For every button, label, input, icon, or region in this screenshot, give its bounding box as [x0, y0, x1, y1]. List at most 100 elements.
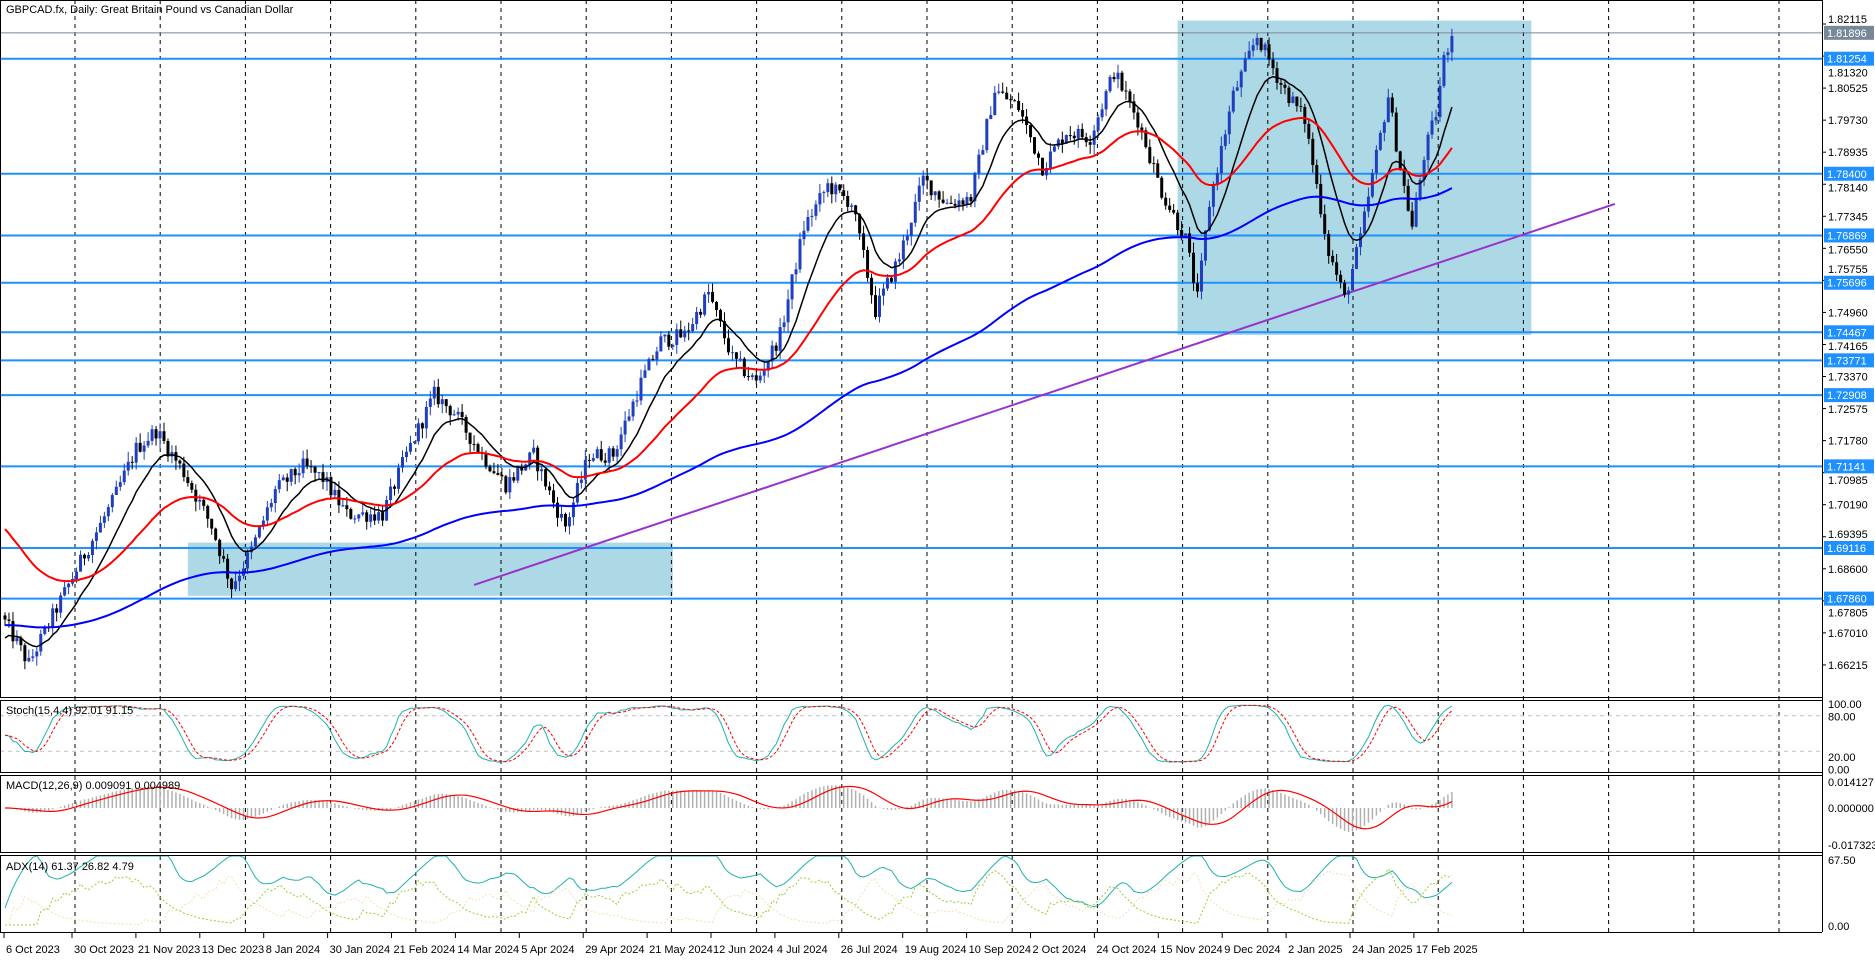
- bull-candle: [782, 322, 786, 328]
- bear-candle: [305, 458, 309, 467]
- bear-candle: [460, 411, 464, 418]
- bull-candle: [973, 173, 977, 202]
- bull-candle: [1100, 109, 1104, 118]
- bull-candle: [146, 440, 150, 446]
- price-tick-label: 1.81320: [1828, 68, 1868, 80]
- panel-border: [0, 775, 1823, 853]
- bear-candle: [492, 471, 496, 474]
- price-tick-label: 1.71780: [1828, 436, 1868, 448]
- bear-candle: [830, 183, 834, 195]
- bull-candle: [432, 386, 436, 399]
- bear-candle: [436, 386, 440, 405]
- bull-candle: [281, 477, 285, 481]
- bull-candle: [528, 452, 532, 465]
- bear-candle: [1172, 209, 1176, 213]
- bull-candle: [1076, 128, 1080, 139]
- adx-label: ADX(14) 61.37 26.82 4.79: [6, 861, 134, 873]
- bull-candle: [997, 91, 1001, 93]
- bear-candle: [130, 461, 134, 463]
- price-tick-label: 1.78140: [1828, 183, 1868, 195]
- trendline[interactable]: [473, 203, 1616, 586]
- bull-candle: [850, 205, 854, 207]
- bear-candle: [345, 505, 349, 510]
- bull-candle: [583, 459, 587, 480]
- bull-candle: [114, 486, 118, 495]
- bear-candle: [679, 329, 683, 338]
- bull-candle: [1370, 173, 1374, 197]
- bull-candle: [122, 470, 126, 483]
- bear-candle: [846, 195, 850, 207]
- bull-candle: [15, 637, 19, 642]
- bear-candle: [1009, 99, 1013, 101]
- bear-candle: [961, 200, 965, 205]
- horizontal-levels[interactable]: [0, 32, 1822, 600]
- date-label: 14 Mar 2024: [457, 944, 519, 956]
- date-axis[interactable]: 6 Oct 2023 30 Oct 2023 21 Nov 2023 13 Dec 2…: [3, 932, 1478, 956]
- bull-candle: [98, 522, 102, 533]
- bull-candle: [142, 445, 146, 452]
- bear-candle: [774, 345, 778, 351]
- bear-candle: [1005, 92, 1009, 100]
- price-tick-label: 1.82115: [1828, 14, 1867, 26]
- bull-candle: [798, 239, 802, 270]
- bull-candle: [607, 448, 611, 463]
- bear-candle: [444, 399, 448, 407]
- price-axis[interactable]: 1.82115 1.81320 1.80525 1.79730 1.78935 1.781…: [1822, 14, 1875, 933]
- bull-candle: [1426, 134, 1430, 161]
- level-price-label: 1.67860: [1827, 594, 1867, 606]
- bull-candle: [977, 154, 981, 174]
- bear-candle: [1267, 44, 1271, 60]
- bull-candle: [297, 473, 301, 476]
- bear-candle: [190, 482, 194, 490]
- bull-candle: [1203, 230, 1207, 261]
- bull-candle: [110, 494, 114, 508]
- bull-candle: [1215, 173, 1219, 185]
- date-label: 30 Oct 2023: [74, 944, 134, 956]
- bear-candle: [1120, 72, 1124, 91]
- bear-candle: [734, 352, 738, 359]
- bear-candle: [1040, 157, 1044, 176]
- bear-candle: [889, 277, 893, 282]
- bull-candle: [1219, 145, 1223, 174]
- bear-candle: [194, 489, 198, 502]
- bull-candle: [452, 414, 456, 416]
- bull-candle: [1044, 168, 1048, 176]
- bull-candle: [90, 540, 94, 555]
- bear-candle: [1060, 139, 1064, 144]
- bear-candle: [1259, 37, 1263, 51]
- bull-candle: [814, 204, 818, 216]
- bull-candle: [1104, 91, 1108, 110]
- bear-candle: [55, 608, 59, 613]
- bull-candle: [94, 532, 98, 541]
- bull-candle: [265, 507, 269, 521]
- bull-candle: [647, 358, 651, 371]
- bear-candle: [719, 309, 722, 322]
- bull-candle: [1092, 130, 1096, 145]
- bear-candle: [1279, 82, 1283, 85]
- bear-candle: [1287, 87, 1291, 104]
- bear-candle: [162, 431, 166, 442]
- bear-candle: [1319, 183, 1323, 215]
- bull-candle: [575, 482, 579, 503]
- macd-axis-label: 0.014127: [1828, 777, 1874, 789]
- bear-candle: [1188, 233, 1192, 253]
- bear-candle: [1394, 112, 1398, 152]
- date-label: 10 Sep 2024: [969, 944, 1031, 956]
- bull-candle: [1247, 50, 1251, 59]
- bull-candle: [885, 277, 889, 289]
- bear-candle: [587, 459, 591, 461]
- bear-candle: [1037, 153, 1040, 158]
- bull-candle: [79, 554, 83, 572]
- bear-candle: [1136, 112, 1140, 128]
- bull-candle: [750, 375, 754, 378]
- bear-candle: [472, 443, 476, 445]
- date-label: 21 Feb 2024: [394, 944, 456, 956]
- bull-candle: [35, 651, 39, 657]
- bear-candle: [1335, 262, 1339, 275]
- minus-di-line: [4, 870, 1453, 926]
- bull-candle: [516, 467, 520, 481]
- bear-candle: [1315, 165, 1319, 184]
- bear-candle: [722, 321, 726, 339]
- bull-candle: [134, 442, 138, 463]
